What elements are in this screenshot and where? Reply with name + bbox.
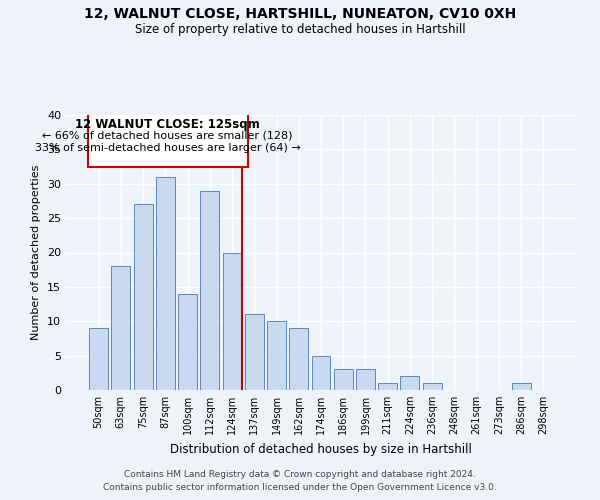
FancyBboxPatch shape <box>88 112 248 166</box>
Bar <box>156 177 175 390</box>
Bar <box>311 356 331 390</box>
Bar <box>178 294 197 390</box>
Bar <box>267 322 286 390</box>
Bar <box>134 204 152 390</box>
Bar <box>334 370 353 390</box>
Text: Contains HM Land Registry data © Crown copyright and database right 2024.
Contai: Contains HM Land Registry data © Crown c… <box>103 470 497 492</box>
Bar <box>245 314 264 390</box>
Text: 12, WALNUT CLOSE, HARTSHILL, NUNEATON, CV10 0XH: 12, WALNUT CLOSE, HARTSHILL, NUNEATON, C… <box>84 8 516 22</box>
Y-axis label: Number of detached properties: Number of detached properties <box>31 165 41 340</box>
Bar <box>112 266 130 390</box>
Text: 33% of semi-detached houses are larger (64) →: 33% of semi-detached houses are larger (… <box>35 143 301 153</box>
Bar <box>223 252 242 390</box>
X-axis label: Distribution of detached houses by size in Hartshill: Distribution of detached houses by size … <box>170 442 472 456</box>
Text: ← 66% of detached houses are smaller (128): ← 66% of detached houses are smaller (12… <box>43 130 293 140</box>
Bar <box>423 383 442 390</box>
Bar <box>356 370 375 390</box>
Bar <box>89 328 108 390</box>
Bar <box>200 190 219 390</box>
Bar <box>512 383 530 390</box>
Text: Size of property relative to detached houses in Hartshill: Size of property relative to detached ho… <box>134 22 466 36</box>
Bar <box>400 376 419 390</box>
Bar <box>289 328 308 390</box>
Bar <box>378 383 397 390</box>
Text: 12 WALNUT CLOSE: 125sqm: 12 WALNUT CLOSE: 125sqm <box>75 118 260 132</box>
